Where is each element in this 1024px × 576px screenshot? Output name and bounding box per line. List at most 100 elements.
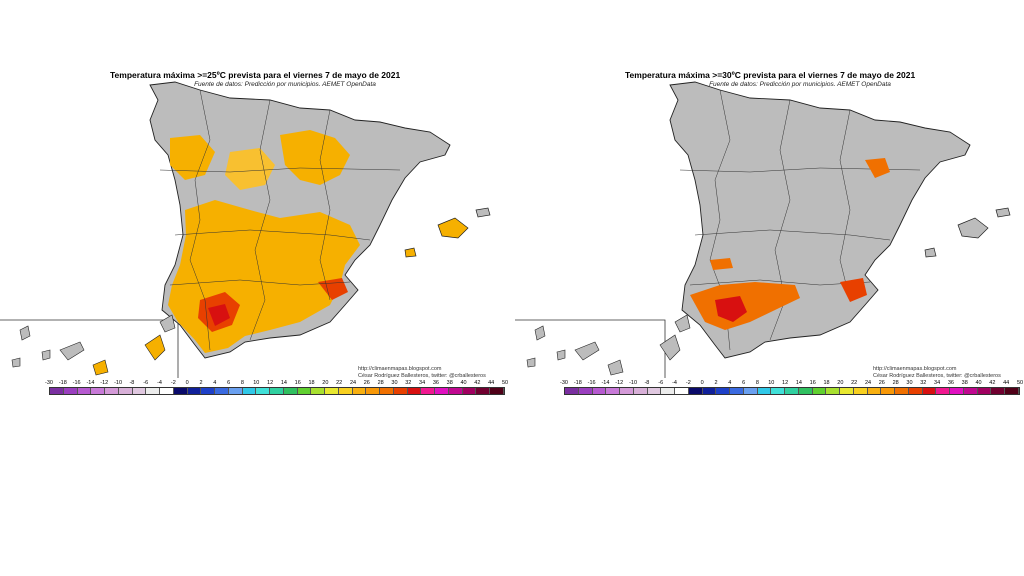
scale-color-swatch [297, 388, 312, 394]
scale-color-swatch [132, 388, 147, 394]
scale-tick-label: 42 [989, 380, 996, 386]
scale-tick-label: 44 [488, 380, 495, 386]
scale-tick-label: -2 [685, 380, 691, 386]
scale-tick-label: 28 [377, 380, 384, 386]
scale-tick-label: 4 [213, 380, 217, 386]
scale-color-swatch [881, 388, 895, 394]
balearic-mallorca [957, 217, 989, 239]
scale-tick-label: 30 [391, 380, 398, 386]
area-over-32-core [715, 296, 747, 322]
scale-tick-label: 4 [728, 380, 732, 386]
scale-color-swatch [895, 388, 909, 394]
area-over-25-ebro [225, 148, 275, 190]
scale-color-swatch [675, 388, 689, 394]
scale-tick-label: 44 [1003, 380, 1010, 386]
scale-color-swatch [393, 388, 408, 394]
scale-color-swatch [757, 388, 772, 394]
scale-tick-label: 34 [934, 380, 941, 386]
scale-color-swatch [1005, 388, 1019, 394]
scale-tick-label: 22 [851, 380, 858, 386]
scale-tick-labels: -30 -18 -16 -14 -12 -10 -8 -6 -4 -2 0 2 4 6 8 10 12 14 16 1… [560, 380, 1023, 388]
scale-tick-label: -18 [573, 380, 582, 386]
spain-map-25 [0, 81, 491, 378]
area-over-30-guadalquivir [690, 282, 800, 330]
scale-color-swatch [325, 388, 339, 394]
scale-tick-label: 0 [185, 380, 189, 386]
scale-tick-label: 2 [714, 380, 718, 386]
scale-tick-label: 10 [253, 380, 260, 386]
map-panel-30: Temperatura máxima >=30ºC prevista para … [515, 60, 1023, 400]
scale-color-swatch [146, 388, 160, 394]
scale-tick-label: 8 [755, 380, 759, 386]
scale-tick-label: 36 [432, 380, 439, 386]
scale-tick-label: 16 [809, 380, 816, 386]
area-over-34-core [208, 304, 230, 326]
scale-tick-label: 22 [336, 380, 343, 386]
scale-tick-label: -8 [644, 380, 650, 386]
map-subtitle: Fuente de datos: Predicción por municipi… [709, 81, 891, 88]
scale-color-swatch [63, 388, 78, 394]
balearic-ibiza [924, 247, 937, 258]
scale-tick-label: 26 [363, 380, 370, 386]
scale-color-swatch [462, 388, 477, 394]
balearic-menorca [995, 207, 1011, 218]
scale-tick-label: 26 [878, 380, 885, 386]
scale-color-swatch [201, 388, 215, 394]
map-subtitle: Fuente de datos: Predicción por municipi… [194, 81, 376, 88]
scale-tick-label: -16 [587, 380, 596, 386]
scale-color-swatch [606, 388, 620, 394]
canary-islands [526, 314, 691, 376]
spain-map-30 [515, 81, 1011, 378]
scale-tick-label: 36 [947, 380, 954, 386]
scale-tick-label: 20 [322, 380, 329, 386]
scale-tick-label: 14 [280, 380, 287, 386]
scale-color-swatch [991, 388, 1005, 394]
scale-color-swatch [647, 388, 662, 394]
scale-tick-label: 34 [419, 380, 426, 386]
scale-color-swatch [242, 388, 257, 394]
scale-color-swatch [853, 388, 868, 394]
scale-tick-label: 12 [267, 380, 274, 386]
scale-color-swatch [840, 388, 854, 394]
scale-color-swatch [688, 388, 703, 394]
scale-color-swatch [105, 388, 119, 394]
credit-url: http://climaenmapas.blogspot.com [873, 366, 957, 372]
scale-color-swatch [826, 388, 840, 394]
scale-tick-label: 6 [227, 380, 231, 386]
scale-tick-label: 42 [474, 380, 481, 386]
scale-color-swatch [716, 388, 730, 394]
scale-tick-label: 24 [349, 380, 357, 386]
scale-color-swatch [771, 388, 785, 394]
scale-tick-label: 2 [199, 380, 203, 386]
scale-tick-label: -12 [100, 380, 109, 386]
scale-color-swatch [977, 388, 992, 394]
scale-color-swatch [490, 388, 504, 394]
balearic-mallorca [437, 217, 469, 239]
scale-color-swatch [77, 388, 92, 394]
scale-tick-label: 24 [864, 380, 872, 386]
scale-color-swatch [352, 388, 367, 394]
scale-color-swatch [702, 388, 717, 394]
scale-color-swatch [578, 388, 593, 394]
scale-tick-labels: -30 -18 -16 -14 -12 -10 -8 -6 -4 -2 0 2 4 6 8 10 12 14 16 1… [45, 380, 509, 388]
scale-tick-label: 30 [906, 380, 913, 386]
scale-tick-label: -8 [129, 380, 135, 386]
canary-islands [11, 314, 176, 376]
scale-color-swatch [311, 388, 325, 394]
scale-tick-label: -10 [629, 380, 638, 386]
scale-color-swatch [476, 388, 490, 394]
scale-tick-label: 16 [294, 380, 301, 386]
scale-color-swatch [633, 388, 648, 394]
scale-tick-label: 50 [501, 380, 509, 386]
scale-color-swatch [50, 388, 64, 394]
scale-color-swatch [435, 388, 449, 394]
credit-author: César Rodríguez Ballesteros, twitter: @c… [358, 373, 486, 379]
scale-tick-label: 38 [446, 380, 453, 386]
scale-tick-label: -12 [615, 380, 624, 386]
scale-tick-label: -4 [672, 380, 677, 386]
scale-tick-label: -6 [143, 380, 149, 386]
scale-tick-label: 32 [405, 380, 412, 386]
scale-tick-label: 0 [700, 380, 704, 386]
scale-tick-label: -2 [170, 380, 176, 386]
scale-tick-label: 40 [460, 380, 467, 386]
